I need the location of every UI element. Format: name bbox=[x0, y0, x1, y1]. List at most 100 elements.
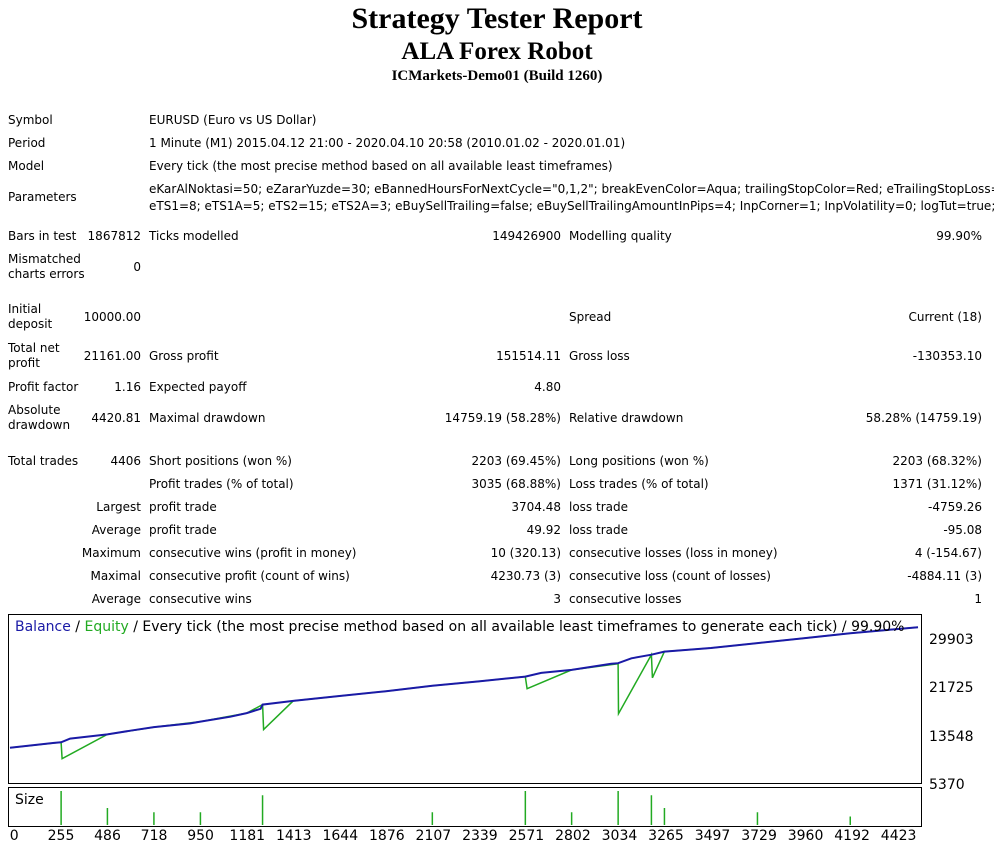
x-tick-label: 1181 bbox=[229, 828, 266, 844]
deposit-label: Initial deposit bbox=[8, 302, 53, 331]
x-tick-label: 4192 bbox=[834, 828, 870, 844]
absdd-label: Absolute drawdown bbox=[8, 403, 71, 432]
average-loss-label: loss trade bbox=[569, 523, 628, 537]
x-tick-label: 255 bbox=[47, 828, 75, 844]
ticks-value: 149426900 bbox=[492, 229, 561, 243]
ltrades-value: 1371 (31.12%) bbox=[892, 477, 982, 491]
model-label: Model bbox=[8, 159, 45, 173]
maximal-loss-value: -4884.11 (3) bbox=[907, 569, 982, 583]
maxdd-label: Maximal drawdown bbox=[149, 411, 266, 425]
symbol-label: Symbol bbox=[8, 113, 53, 127]
caption-sep: / bbox=[70, 619, 85, 635]
netprofit-value: 21161.00 bbox=[83, 349, 141, 363]
ptrades-label: Profit trades (% of total) bbox=[149, 477, 294, 491]
y-tick-label: 29903 bbox=[929, 632, 974, 648]
reldd-value: 58.28% (14759.19) bbox=[865, 411, 982, 425]
chart-caption: Balance / Equity / Every tick (the most … bbox=[15, 619, 904, 635]
largest-label: Largest bbox=[96, 500, 141, 514]
reldd-label: Relative drawdown bbox=[569, 411, 684, 425]
x-tick-label: 2339 bbox=[462, 828, 498, 844]
maximal-profit-label: consecutive profit (count of wins) bbox=[149, 569, 350, 583]
grossprofit-label: Gross profit bbox=[149, 349, 219, 363]
max-wins-label: consecutive wins (profit in money) bbox=[149, 546, 357, 560]
spread-label: Spread bbox=[569, 310, 612, 324]
grossloss-value: -130353.10 bbox=[912, 349, 982, 363]
mismatch-label: Mismatched charts errors bbox=[8, 252, 85, 281]
series-line-balance bbox=[9, 626, 919, 749]
mismatch-value: 0 bbox=[133, 260, 141, 274]
robot-name: ALA Forex Robot bbox=[401, 38, 593, 65]
maximum-label: Maximum bbox=[81, 546, 141, 560]
y-tick-label: 13548 bbox=[929, 729, 974, 745]
avg-wins-label: consecutive wins bbox=[149, 592, 252, 606]
series-line-equity bbox=[9, 626, 919, 760]
short-value: 2203 (69.45%) bbox=[471, 454, 561, 468]
caption-balance: Balance bbox=[15, 619, 71, 635]
bars-value: 1867812 bbox=[87, 229, 141, 243]
max-losses-label: consecutive losses (loss in money) bbox=[569, 546, 778, 560]
parameters-line-2: eTS1=8; eTS1A=5; eTS2=15; eTS2A=3; eBuyS… bbox=[149, 199, 994, 213]
x-tick-label: 2107 bbox=[415, 828, 452, 844]
average-profit-value: 49.92 bbox=[526, 523, 561, 537]
y-tick-label: 21725 bbox=[929, 680, 974, 696]
trades-value: 4406 bbox=[110, 454, 141, 468]
average-label: Average bbox=[91, 523, 141, 537]
x-tick-label: 1413 bbox=[275, 828, 312, 844]
x-tick-label: 3497 bbox=[694, 828, 731, 844]
y-tick-label: 5370 bbox=[929, 777, 965, 793]
x-tick-label: 4423 bbox=[880, 828, 917, 844]
parameters-label: Parameters bbox=[8, 190, 77, 204]
grossloss-label: Gross loss bbox=[569, 349, 630, 363]
x-tick-label: 486 bbox=[94, 828, 121, 844]
payoff-label: Expected payoff bbox=[149, 380, 247, 394]
x-tick-label: 950 bbox=[187, 828, 214, 844]
ltrades-label: Loss trades (% of total) bbox=[569, 477, 709, 491]
average-loss-value: -95.08 bbox=[943, 523, 982, 537]
report-title: Strategy Tester Report bbox=[351, 2, 643, 35]
model-value: Every tick (the most precise method base… bbox=[149, 159, 613, 173]
payoff-value: 4.80 bbox=[534, 380, 561, 394]
short-label: Short positions (won %) bbox=[149, 454, 292, 468]
largest-profit-value: 3704.48 bbox=[511, 500, 561, 514]
absdd-value: 4420.81 bbox=[91, 411, 141, 425]
x-tick-label: 0 bbox=[9, 828, 19, 844]
largest-loss-value: -4759.26 bbox=[928, 500, 982, 514]
netprofit-label: Total net profit bbox=[8, 341, 60, 370]
maximal-loss-label: consecutive loss (count of losses) bbox=[569, 569, 771, 583]
average2-label: Average bbox=[91, 592, 141, 606]
x-tick-label: 2802 bbox=[555, 828, 591, 844]
x-tick-label: 3265 bbox=[648, 828, 684, 844]
symbol-value: EURUSD (Euro vs US Dollar) bbox=[149, 113, 317, 127]
spread-value: Current (18) bbox=[908, 310, 982, 324]
ticks-label: Ticks modelled bbox=[149, 229, 239, 243]
x-tick-label: 1644 bbox=[322, 828, 359, 844]
avg-losses-label: consecutive losses bbox=[569, 592, 682, 606]
size-chart: Size bbox=[8, 787, 922, 827]
parameters-line-1: eKarAlNoktasi=50; eZararYuzde=30; eBanne… bbox=[149, 182, 994, 196]
maxdd-value: 14759.19 (58.28%) bbox=[444, 411, 561, 425]
size-label: Size bbox=[15, 792, 44, 808]
grossprofit-value: 151514.11 bbox=[496, 349, 561, 363]
period-value: 1 Minute (M1) 2015.04.12 21:00 - 2020.04… bbox=[149, 136, 626, 150]
x-tick-label: 3034 bbox=[601, 828, 638, 844]
long-value: 2203 (68.32%) bbox=[892, 454, 982, 468]
avg-wins-value: 3 bbox=[553, 592, 561, 606]
max-losses-value: 4 (-154.67) bbox=[914, 546, 982, 560]
x-tick-label: 718 bbox=[140, 828, 168, 844]
largest-loss-label: loss trade bbox=[569, 500, 628, 514]
x-tick-label: 2571 bbox=[508, 828, 545, 844]
x-tick-label: 1876 bbox=[369, 828, 405, 844]
chart-plot bbox=[9, 626, 919, 760]
maximal-label: Maximal bbox=[90, 569, 141, 583]
size-plot bbox=[60, 791, 852, 825]
x-tick-label: 3960 bbox=[787, 828, 824, 844]
bars-label: Bars in test bbox=[8, 229, 77, 243]
max-wins-value: 10 (320.13) bbox=[490, 546, 561, 560]
caption-rest: / Every tick (the most precise method ba… bbox=[128, 619, 905, 635]
trades-label: Total trades bbox=[8, 454, 79, 468]
long-label: Long positions (won %) bbox=[569, 454, 709, 468]
x-tick-label: 3729 bbox=[741, 828, 777, 844]
pf-label: Profit factor bbox=[8, 380, 79, 394]
period-label: Period bbox=[8, 136, 46, 150]
ptrades-value: 3035 (68.88%) bbox=[471, 477, 561, 491]
